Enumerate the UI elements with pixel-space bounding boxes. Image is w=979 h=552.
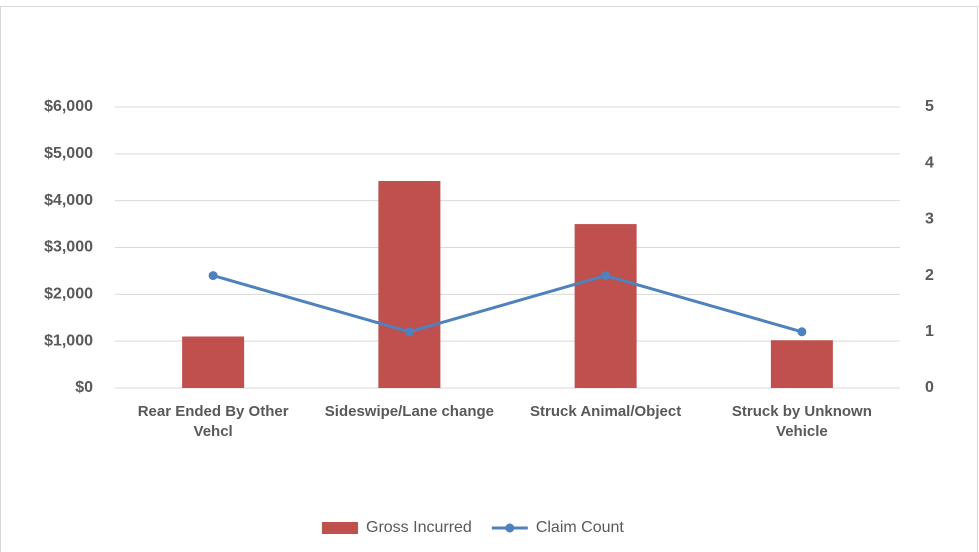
x-tick-label: Struck by Unknown Vehicle — [731, 403, 872, 440]
legend-swatch — [322, 522, 358, 534]
legend-swatch — [505, 523, 515, 533]
line-point — [797, 327, 807, 337]
y-tick-label: $0 — [75, 379, 93, 396]
y-tick-label: $3,000 — [44, 239, 93, 256]
bar — [378, 180, 441, 388]
line-point — [404, 327, 414, 337]
y2-tick-label: 3 — [925, 211, 934, 228]
bar — [574, 224, 637, 388]
x-tick-label: Sideswipe/Lane change — [324, 403, 494, 420]
y-tick-label: $4,000 — [44, 192, 93, 209]
x-tick-label: Rear Ended By Other Vehcl — [137, 403, 289, 440]
x-tick-label: Struck Animal/Object — [530, 403, 682, 420]
bar — [182, 336, 245, 388]
line-point — [601, 271, 611, 281]
chart-border — [0, 6, 978, 552]
line — [212, 274, 803, 334]
y2-tick-label: 4 — [925, 154, 934, 171]
line-point — [208, 271, 218, 281]
bar — [770, 340, 833, 388]
y-tick-label: $5,000 — [44, 145, 93, 162]
y2-tick-label: 0 — [925, 379, 934, 396]
y-tick-label: $1,000 — [44, 332, 93, 349]
legend-label: Claim Count — [536, 519, 625, 536]
legend-label: Gross Incurred — [366, 519, 472, 536]
y2-tick-label: 1 — [925, 323, 934, 340]
y-tick-label: $6,000 — [44, 98, 93, 115]
y-tick-label: $2,000 — [44, 286, 93, 303]
y2-tick-label: 5 — [925, 98, 934, 115]
y2-tick-label: 2 — [925, 267, 934, 284]
